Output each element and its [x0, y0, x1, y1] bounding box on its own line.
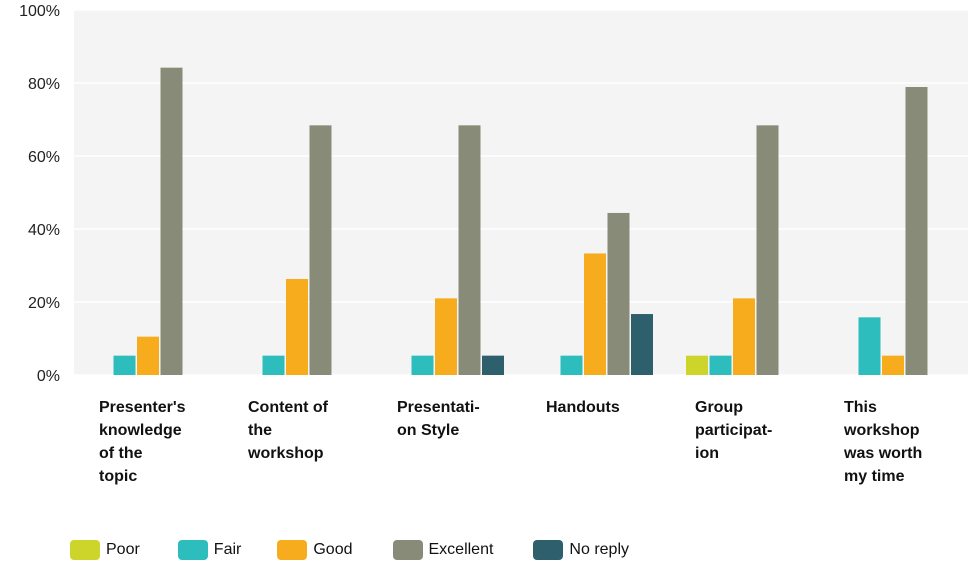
legend-label: No reply: [569, 541, 629, 559]
legend-item: Excellent: [393, 540, 494, 560]
x-category-label: Presentati-on Style: [397, 399, 480, 439]
legend-item: Fair: [178, 540, 242, 560]
plot-area: [74, 10, 968, 375]
y-tick-label: 0%: [37, 368, 60, 385]
x-category-label: Handouts: [546, 399, 620, 416]
x-category-label: Content of the workshop: [247, 399, 329, 462]
bar: [435, 298, 457, 375]
bar: [114, 356, 136, 375]
bar: [412, 356, 434, 375]
bar: [137, 337, 159, 375]
bar: [882, 356, 904, 375]
bar: [310, 125, 332, 375]
bar: [859, 317, 881, 375]
legend-label: Poor: [106, 541, 140, 559]
bar: [263, 356, 285, 375]
bar: [733, 298, 755, 375]
bar: [459, 125, 481, 375]
bar: [161, 68, 183, 375]
bar: [561, 356, 583, 375]
x-category-label: Presenter's knowledge of the topic: [99, 399, 186, 485]
legend-item: Poor: [70, 540, 140, 560]
bar: [584, 253, 606, 375]
legend-swatch: [533, 540, 563, 560]
y-tick-label: 20%: [28, 295, 60, 312]
bar-chart: 0% 20% 40% 60% 80% 100% Presenter's knowledge o…: [0, 0, 969, 530]
legend-swatch: [277, 540, 307, 560]
x-axis: Presenter's knowledge of the topic Content o…: [99, 399, 922, 485]
y-axis: 0% 20% 40% 60% 80% 100%: [19, 3, 60, 385]
legend-swatch: [393, 540, 423, 560]
y-tick-label: 100%: [19, 3, 60, 20]
bar: [608, 213, 630, 375]
bar: [686, 356, 708, 375]
legend: Poor Fair Good Excellent No reply: [70, 540, 629, 560]
legend-label: Fair: [214, 541, 242, 559]
bar: [482, 356, 504, 375]
legend-item: No reply: [533, 540, 629, 560]
x-category-label: Group participat-ion: [695, 399, 772, 462]
bar: [631, 314, 653, 375]
legend-swatch: [178, 540, 208, 560]
bar: [710, 356, 732, 375]
legend-item: Good: [277, 540, 352, 560]
legend-swatch: [70, 540, 100, 560]
bar: [286, 279, 308, 375]
legend-label: Excellent: [429, 541, 494, 559]
y-tick-label: 80%: [28, 76, 60, 93]
bar: [906, 87, 928, 375]
bar: [757, 125, 779, 375]
legend-label: Good: [313, 541, 352, 559]
x-category-label: This workshop was worth my time: [843, 399, 922, 485]
y-tick-label: 40%: [28, 222, 60, 239]
y-tick-label: 60%: [28, 149, 60, 166]
